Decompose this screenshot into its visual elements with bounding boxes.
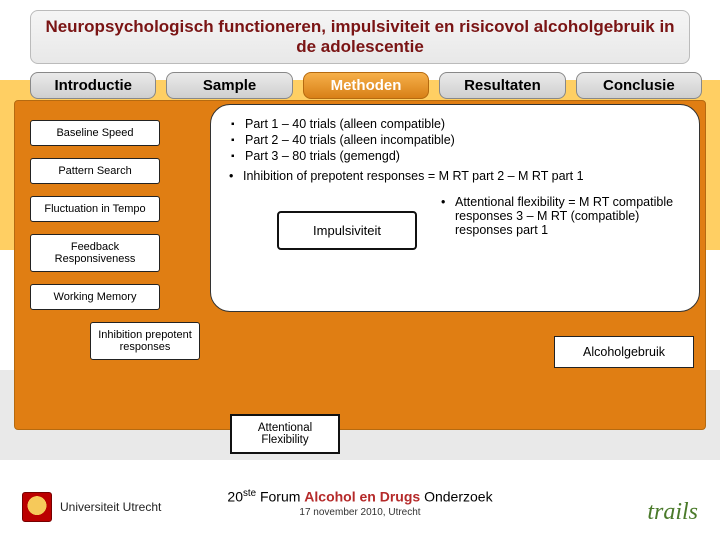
concept-box-inhibition: Inhibition prepotent responses xyxy=(90,322,200,360)
concept-box: Feedback Responsiveness xyxy=(30,234,160,272)
inhibition-definition: Inhibition of prepotent responses = M RT… xyxy=(229,169,685,183)
tab-sample[interactable]: Sample xyxy=(166,72,292,99)
attentional-flex-text: Attentional flexibility = M RT compatibl… xyxy=(441,195,691,237)
concept-box: Fluctuation in Tempo xyxy=(30,196,160,222)
tab-conclusie[interactable]: Conclusie xyxy=(576,72,702,99)
part-item: Part 2 – 40 trials (alleen incompatible) xyxy=(229,133,685,147)
impulsiviteit-box: Impulsiviteit xyxy=(277,211,417,250)
left-box-column: Baseline Speed Pattern Search Fluctuation … xyxy=(30,120,160,360)
page-title: Neuropsychologisch functioneren, impulsi… xyxy=(30,10,690,64)
alcoholgebruik-box: Alcoholgebruik xyxy=(554,336,694,368)
parts-list: Part 1 – 40 trials (alleen compatible) Pa… xyxy=(229,117,685,163)
tab-bar: Introductie Sample Methoden Resultaten Concl… xyxy=(30,72,702,99)
part-item: Part 3 – 80 trials (gemengd) xyxy=(229,149,685,163)
concept-box: Pattern Search xyxy=(30,158,160,184)
concept-box: Baseline Speed xyxy=(30,120,160,146)
uu-seal-icon xyxy=(22,492,52,522)
part-item: Part 1 – 40 trials (alleen compatible) xyxy=(229,117,685,131)
uu-logo-text: Universiteit Utrecht xyxy=(60,500,161,514)
logo-trails: trails xyxy=(647,499,698,526)
tab-introductie[interactable]: Introductie xyxy=(30,72,156,99)
tab-resultaten[interactable]: Resultaten xyxy=(439,72,565,99)
concept-box: Working Memory xyxy=(30,284,160,310)
tab-methoden[interactable]: Methoden xyxy=(303,72,429,99)
attentional-flexibility-box: Attentional Flexibility xyxy=(230,414,340,454)
method-callout: Part 1 – 40 trials (alleen compatible) Pa… xyxy=(210,104,700,312)
logo-universiteit-utrecht: Universiteit Utrecht xyxy=(22,492,161,522)
